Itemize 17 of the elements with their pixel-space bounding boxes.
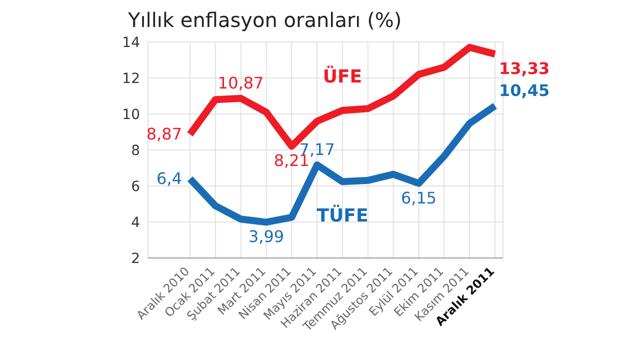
data-label: 3,99 (248, 227, 284, 246)
y-tick-label: 4 (131, 214, 140, 231)
y-tick-label: 6 (131, 178, 140, 195)
chart-title: Yıllık enflasyon oranları (%) (128, 8, 402, 32)
data-label: 10,87 (218, 73, 264, 92)
series-label: ÜFE (322, 65, 362, 88)
data-label: 6,4 (156, 168, 182, 188)
data-label: 8,87 (146, 124, 182, 144)
data-label: 10,45 (499, 80, 550, 100)
y-tick-label: 10 (122, 106, 140, 123)
y-tick-label: 14 (122, 34, 140, 51)
y-tick-label: 2 (131, 250, 140, 267)
data-label: 6,15 (400, 188, 437, 208)
data-label: 13,33 (499, 59, 550, 78)
y-tick-label: 12 (122, 70, 140, 87)
y-tick-label: 8 (131, 142, 140, 159)
series-label: TÜFE (316, 204, 368, 227)
